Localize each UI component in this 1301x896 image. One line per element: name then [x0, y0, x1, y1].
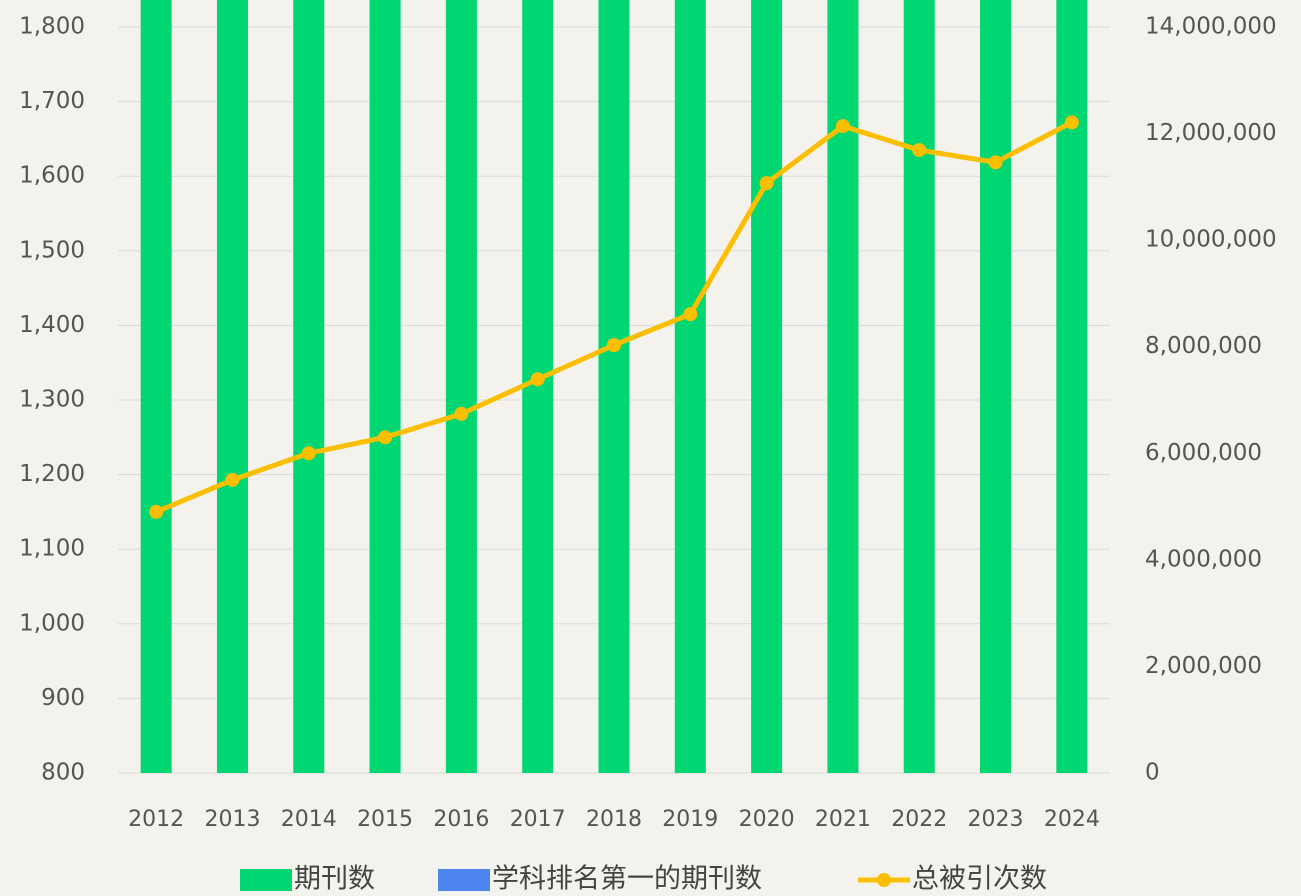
legend-label: 期刊数 [294, 864, 375, 895]
line-point [530, 372, 545, 387]
bar [216, 0, 248, 773]
bar [369, 0, 401, 773]
bar [674, 0, 706, 773]
y2-tick-label: 10,000,000 [1145, 227, 1277, 253]
line-point [454, 406, 469, 421]
y2-tick-label: 0 [1145, 760, 1160, 786]
bar [827, 0, 859, 774]
bar [140, 0, 172, 773]
line-point [378, 430, 393, 445]
y2-tick-label: 2,000,000 [1145, 653, 1262, 679]
x-tick-label: 2015 [357, 807, 413, 832]
x-tick-label: 2017 [510, 807, 566, 832]
y-tick-label: 1,400 [19, 312, 85, 338]
line-point [1064, 115, 1079, 130]
y-tick-label: 800 [41, 760, 85, 786]
line-point [683, 307, 698, 322]
legend-swatch [877, 873, 891, 887]
line-point [759, 176, 774, 191]
legend-label: 总被引次数 [912, 864, 1047, 895]
x-tick-label: 2019 [662, 807, 718, 832]
x-tick-label: 2020 [739, 807, 795, 832]
legend-swatch [240, 869, 292, 891]
line-point [988, 155, 1003, 170]
bar [980, 0, 1012, 773]
legend-swatch [438, 869, 490, 891]
y2-tick-label: 4,000,000 [1145, 546, 1262, 572]
y2-tick-label: 6,000,000 [1145, 440, 1262, 466]
bar [598, 0, 630, 773]
x-tick-label: 2021 [815, 807, 871, 832]
y-tick-label: 1,700 [19, 88, 85, 114]
line-point [225, 472, 240, 487]
line-point [301, 446, 316, 461]
x-tick-label: 2024 [1044, 807, 1100, 832]
bar [445, 0, 477, 774]
x-tick-label: 2023 [968, 807, 1024, 832]
y-tick-label: 1,300 [19, 387, 85, 413]
line-point [149, 504, 164, 519]
x-tick-label: 2012 [128, 807, 184, 832]
legend-label: 学科排名第一的期刊数 [492, 864, 762, 895]
y-tick-label: 1,600 [19, 163, 85, 189]
bar [751, 0, 783, 773]
x-tick-label: 2014 [281, 807, 337, 832]
line-point [912, 143, 927, 158]
x-tick-label: 2016 [433, 807, 489, 832]
x-tick-label: 2013 [204, 807, 260, 832]
y-tick-label: 1,500 [19, 237, 85, 263]
bar [903, 0, 935, 773]
y2-tick-label: 8,000,000 [1145, 333, 1262, 359]
y2-tick-label: 14,000,000 [1145, 14, 1277, 40]
y-tick-label: 1,100 [19, 536, 85, 562]
y-tick-label: 1,200 [19, 461, 85, 487]
line-point [607, 338, 621, 353]
bar [293, 0, 325, 773]
line-point [835, 119, 850, 134]
y-tick-label: 900 [41, 685, 85, 711]
x-tick-label: 2018 [586, 807, 642, 832]
y-tick-label: 1,000 [19, 610, 85, 636]
y2-tick-label: 12,000,000 [1145, 120, 1277, 146]
y-tick-label: 1,800 [19, 14, 85, 40]
x-tick-label: 2022 [891, 807, 947, 832]
